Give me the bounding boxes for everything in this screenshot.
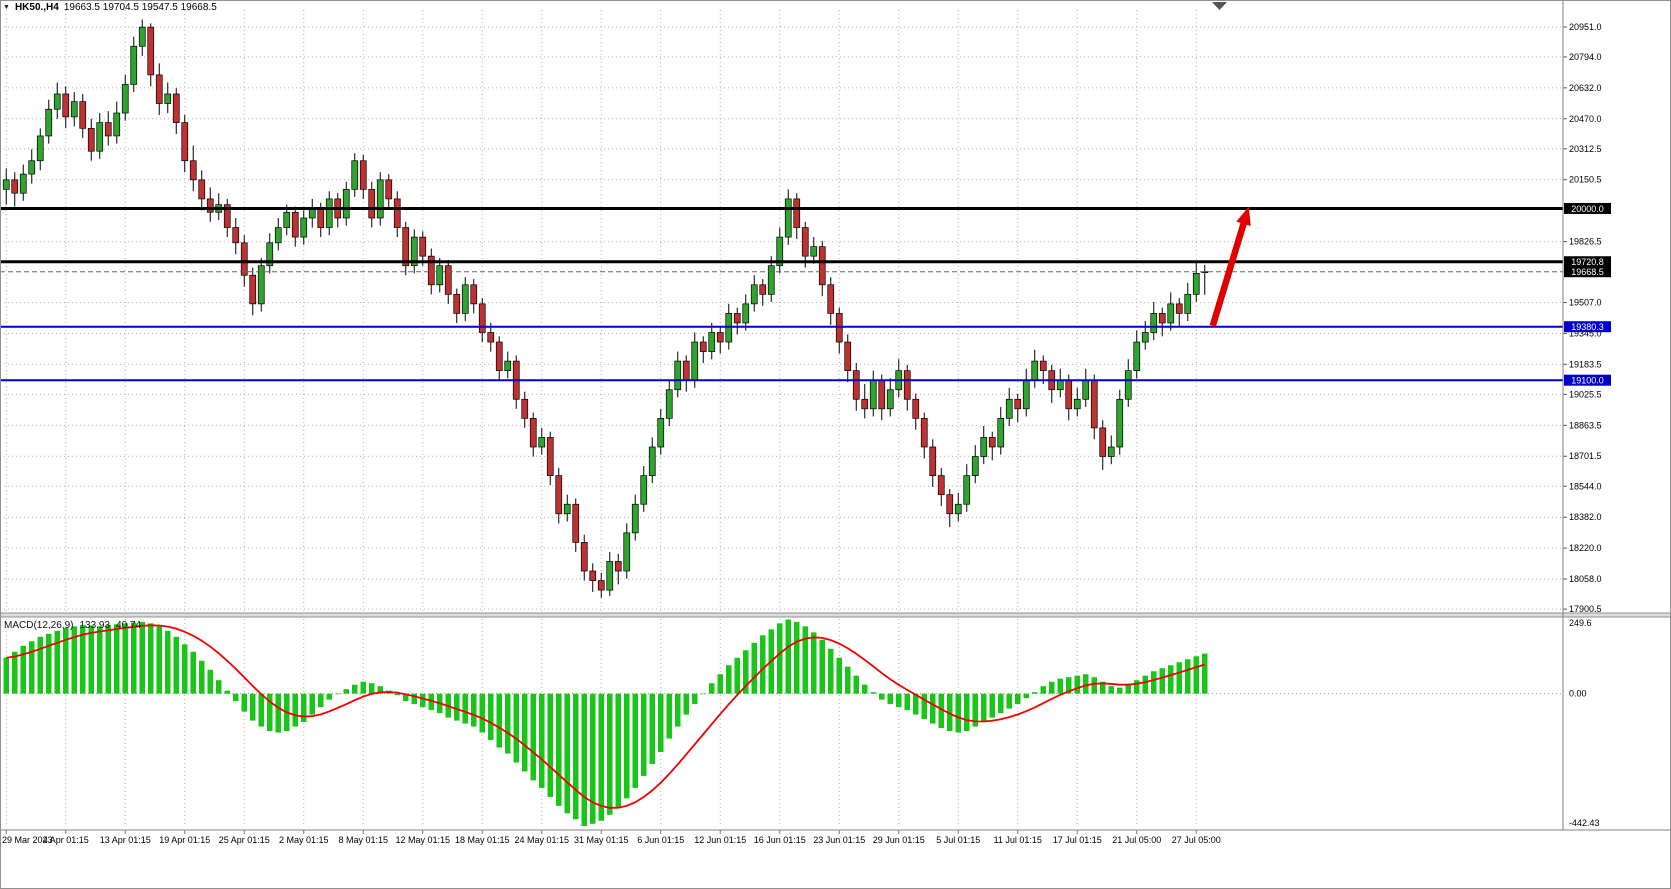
svg-text:2 May 01:15: 2 May 01:15: [279, 835, 329, 845]
price-tag-19100.0: [1564, 374, 1611, 386]
svg-text:24 May 01:15: 24 May 01:15: [514, 835, 569, 845]
price-tag-19380.3: [1564, 321, 1611, 333]
chart-splitter[interactable]: [0, 612, 1671, 618]
svg-text:29 Mar 2023: 29 Mar 2023: [2, 835, 53, 845]
svg-text:20000.0: 20000.0: [1571, 204, 1604, 214]
symbol-timeframe: HK50.,H4: [14, 2, 59, 13]
support-resistance-lines: 20000.0 19720.819668.5 19380.3 19100.0: [0, 202, 1611, 386]
symbol-info-label: ▼ HK50.,H4 19663.5 19704.5 19547.5 19668…: [3, 2, 217, 13]
svg-text:17900.5: 17900.5: [1569, 604, 1602, 614]
svg-text:20632.0: 20632.0: [1569, 83, 1602, 93]
svg-text:13 Apr 01:15: 13 Apr 01:15: [100, 835, 151, 845]
svg-text:18544.0: 18544.0: [1569, 481, 1602, 491]
svg-text:19025.5: 19025.5: [1569, 389, 1602, 399]
annotation-arrow[interactable]: [1209, 206, 1251, 327]
svg-text:17 Jul 01:15: 17 Jul 01:15: [1053, 835, 1102, 845]
svg-text:5 Jul 01:15: 5 Jul 01:15: [936, 835, 980, 845]
price-tag-19668.5: [1564, 266, 1611, 278]
svg-text:20470.0: 20470.0: [1569, 114, 1602, 124]
price-tag-20000.0: [1564, 202, 1611, 214]
macd-signal-value: 40.74: [116, 620, 142, 631]
svg-text:19100.0: 19100.0: [1571, 376, 1604, 386]
svg-text:0.00: 0.00: [1569, 689, 1587, 699]
time-scale[interactable]: [0, 830, 1671, 858]
svg-text:29 Jun 01:15: 29 Jun 01:15: [873, 835, 925, 845]
svg-text:19380.3: 19380.3: [1571, 322, 1604, 332]
svg-text:21 Jul 05:00: 21 Jul 05:00: [1112, 835, 1161, 845]
svg-text:18382.0: 18382.0: [1569, 512, 1602, 522]
svg-text:16 Jun 01:15: 16 Jun 01:15: [754, 835, 806, 845]
svg-text:27 Jul 05:00: 27 Jul 05:00: [1172, 835, 1221, 845]
svg-text:4 Apr 01:15: 4 Apr 01:15: [43, 835, 89, 845]
symbol-dropdown-icon: ▼: [3, 3, 10, 11]
macd-indicator-label: MACD(12,26,9) 133.93 40.74: [4, 620, 141, 631]
svg-text:25 Apr 01:15: 25 Apr 01:15: [219, 835, 270, 845]
macd-signal-line: [6, 624, 1206, 809]
svg-text:8 May 01:15: 8 May 01:15: [338, 835, 388, 845]
svg-text:6 Jun 01:15: 6 Jun 01:15: [637, 835, 684, 845]
svg-text:11 Jul 01:15: 11 Jul 01:15: [994, 835, 1042, 845]
svg-text:19345.0: 19345.0: [1569, 328, 1602, 338]
svg-text:18058.0: 18058.0: [1569, 574, 1602, 584]
price-tag-19720.8: [1564, 256, 1611, 268]
svg-text:18 May 01:15: 18 May 01:15: [455, 835, 510, 845]
svg-text:23 Jun 01:15: 23 Jun 01:15: [813, 835, 865, 845]
svg-text:12 Jun 01:15: 12 Jun 01:15: [694, 835, 746, 845]
svg-text:19183.5: 19183.5: [1569, 359, 1602, 369]
macd-name: MACD(12,26,9): [4, 620, 74, 631]
chart-shift-marker[interactable]: [1212, 2, 1227, 10]
macd-main-value: 133.93: [79, 620, 111, 631]
svg-text:18220.0: 18220.0: [1569, 543, 1602, 553]
svg-text:12 May 01:15: 12 May 01:15: [395, 835, 450, 845]
macd-scale-labels: 249.6 0.00 -442.43: [1569, 618, 1600, 828]
svg-text:19507.0: 19507.0: [1569, 298, 1602, 308]
svg-text:20951.0: 20951.0: [1569, 22, 1602, 32]
time-axis-labels: 29 Mar 20234 Apr 01:15 13 Apr 01:15 19 Apr…: [2, 830, 1221, 845]
price-scale[interactable]: [1563, 0, 1671, 830]
svg-text:18863.5: 18863.5: [1569, 420, 1602, 430]
candlestick-series: [2, 19, 1209, 598]
svg-text:20150.5: 20150.5: [1569, 175, 1602, 185]
svg-text:20312.5: 20312.5: [1569, 144, 1602, 154]
svg-text:19826.5: 19826.5: [1569, 237, 1602, 247]
svg-text:19720.8: 19720.8: [1571, 257, 1604, 267]
svg-text:-442.43: -442.43: [1569, 818, 1600, 828]
svg-text:20794.0: 20794.0: [1569, 52, 1602, 62]
svg-text:31 May 01:15: 31 May 01:15: [574, 835, 629, 845]
price-axis-labels: 20951.0 20794.0 20632.0 20470.0 20312.5 20150…: [1563, 22, 1602, 614]
svg-text:19 Apr 01:15: 19 Apr 01:15: [159, 835, 210, 845]
svg-text:249.6: 249.6: [1569, 618, 1592, 628]
time-gridlines: [5, 10, 1197, 826]
ohlc-values: 19663.5 19704.5 19547.5 19668.5: [63, 2, 217, 13]
svg-text:18701.5: 18701.5: [1569, 451, 1602, 461]
svg-text:19668.5: 19668.5: [1571, 267, 1604, 277]
